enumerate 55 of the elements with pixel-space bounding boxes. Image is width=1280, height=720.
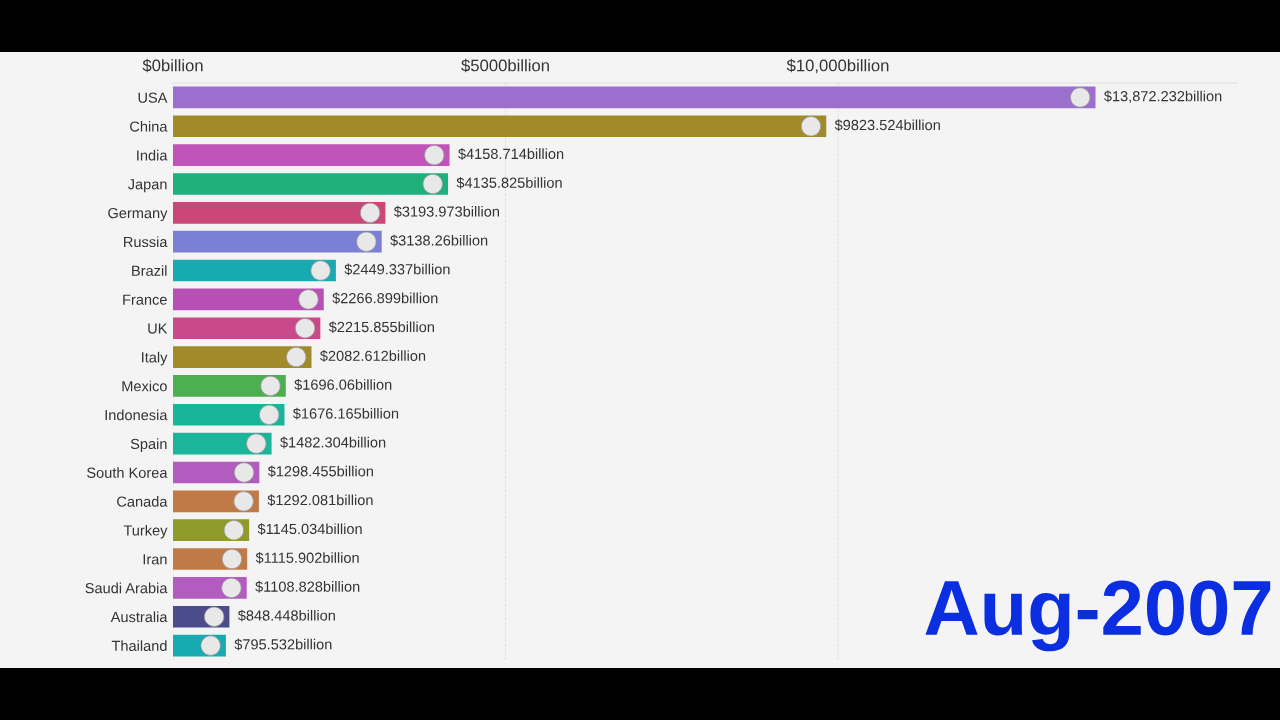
data-label: $2449.337billion — [344, 263, 450, 276]
y-tick-label: Japan — [127, 179, 167, 193]
y-tick-label: South Korea — [87, 467, 168, 478]
bar — [173, 317, 321, 340]
x-tick-label: $0billion — [142, 58, 203, 73]
data-label: $1482.304billion — [280, 436, 386, 449]
y-tick-label: Italy — [142, 351, 168, 366]
y-tick-label: USA — [138, 92, 168, 103]
data-label: $2266.899billion — [332, 292, 438, 305]
data-label: $1676.165billion — [292, 407, 399, 420]
y-tick-label: Thailand — [111, 640, 167, 651]
bar — [173, 230, 382, 253]
data-label: $4158.714billion — [458, 148, 564, 160]
y-tick-label: Russia — [124, 236, 168, 248]
y-tick-label: France — [123, 294, 167, 305]
bar — [173, 144, 450, 166]
y-tick-label: Iran — [143, 554, 167, 565]
bar — [173, 259, 336, 282]
data-label: $3138.26billion — [390, 234, 488, 247]
y-tick-label: Australia — [110, 611, 168, 623]
y-tick-label: Turkey — [123, 524, 168, 539]
bar — [173, 288, 324, 311]
bar — [173, 346, 312, 368]
data-label: $795.532billion — [234, 638, 332, 651]
bar — [173, 202, 386, 224]
bar — [173, 375, 286, 397]
annotation: Aug-2007 — [925, 580, 1271, 652]
data-label: $4135.825billion — [456, 176, 562, 189]
data-label: $13,872.232billion — [1103, 90, 1222, 104]
y-tick-label: Canada — [117, 496, 168, 507]
bar — [173, 115, 827, 138]
y-tick-label: Indonesia — [105, 409, 168, 421]
y-tick-label: Mexico — [122, 380, 167, 392]
x-tick-label: $10,000billion — [786, 58, 889, 74]
y-tick-label: Saudi Arabia — [85, 582, 168, 594]
y-tick-label: China — [130, 120, 168, 132]
y-tick-label: UK — [148, 323, 168, 334]
bar — [173, 173, 449, 195]
data-label: $2215.855billion — [328, 321, 434, 334]
data-label: $1115.902billion — [255, 552, 359, 564]
y-tick-label: Spain — [130, 438, 167, 452]
y-tick-label: India — [137, 149, 168, 161]
y-tick-label: Germany — [108, 207, 168, 222]
data-label: $848.448billion — [237, 609, 335, 622]
x-tick-label: $5000billion — [461, 58, 549, 73]
data-label: $3193.973billion — [393, 205, 500, 218]
data-label: $1292.081billion — [267, 494, 373, 507]
bar — [173, 86, 1096, 109]
y-tick-label: Brazil — [132, 265, 167, 276]
data-label: $9823.524billion — [834, 119, 940, 132]
data-label: $2082.612billion — [319, 350, 426, 362]
data-label: $1145.034billion — [257, 523, 362, 535]
data-label: $1696.06billion — [294, 378, 392, 391]
data-label: $1298.455billion — [267, 465, 373, 478]
data-label: $1108.828billion — [255, 580, 360, 593]
